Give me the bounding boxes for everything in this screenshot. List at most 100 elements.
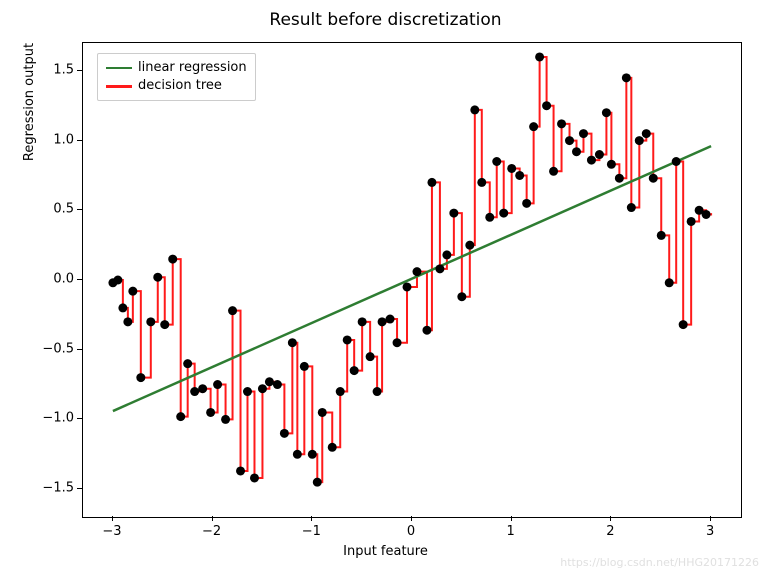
data-point <box>622 73 631 82</box>
y-tick-label: −0.5 <box>40 341 74 356</box>
chart-svg <box>83 43 741 517</box>
y-tick-mark <box>77 209 82 210</box>
data-point <box>280 429 289 438</box>
data-point <box>146 317 155 326</box>
data-point <box>308 450 317 459</box>
data-point <box>542 101 551 110</box>
data-point <box>535 52 544 61</box>
data-point <box>206 408 215 417</box>
x-tick-label: −1 <box>302 524 321 539</box>
data-point <box>477 178 486 187</box>
data-point <box>572 147 581 156</box>
data-point <box>393 338 402 347</box>
data-point <box>485 213 494 222</box>
data-point <box>470 105 479 114</box>
legend-swatch <box>106 67 132 70</box>
x-tick-label: −3 <box>102 524 121 539</box>
plot-area: linear regressiondecision tree <box>82 42 742 518</box>
data-point <box>579 129 588 138</box>
data-point <box>435 264 444 273</box>
data-point <box>587 156 596 165</box>
data-point <box>607 160 616 169</box>
data-point <box>293 450 302 459</box>
y-tick-label: 0.0 <box>40 272 74 287</box>
data-point <box>635 136 644 145</box>
x-tick-label: 3 <box>706 524 714 539</box>
data-point <box>350 366 359 375</box>
data-point <box>492 157 501 166</box>
data-point <box>615 174 624 183</box>
x-tick-mark <box>411 516 412 521</box>
linear-regression-line <box>113 146 711 411</box>
data-point <box>665 278 674 287</box>
data-point <box>213 380 222 389</box>
data-point <box>123 317 132 326</box>
y-axis-label: Regression output <box>22 0 37 339</box>
data-point <box>427 178 436 187</box>
data-point <box>313 478 322 487</box>
data-point <box>273 380 282 389</box>
y-tick-mark <box>77 349 82 350</box>
decision-tree-line <box>113 57 711 482</box>
data-point <box>300 362 309 371</box>
y-tick-label: 1.0 <box>40 132 74 147</box>
data-point <box>403 282 412 291</box>
data-point <box>318 408 327 417</box>
x-tick-mark <box>112 516 113 521</box>
y-tick-mark <box>77 418 82 419</box>
data-point <box>228 306 237 315</box>
data-point <box>386 315 395 324</box>
x-tick-mark <box>311 516 312 521</box>
data-point <box>236 466 245 475</box>
data-point <box>522 199 531 208</box>
data-point <box>449 209 458 218</box>
data-point <box>627 203 636 212</box>
data-point <box>118 303 127 312</box>
data-point <box>250 473 259 482</box>
data-point <box>183 359 192 368</box>
data-point <box>457 292 466 301</box>
legend: linear regressiondecision tree <box>97 53 256 101</box>
data-point <box>366 352 375 361</box>
data-point <box>465 241 474 250</box>
y-tick-mark <box>77 488 82 489</box>
data-point <box>412 267 421 276</box>
y-tick-mark <box>77 140 82 141</box>
data-point <box>198 384 207 393</box>
data-point <box>243 387 252 396</box>
legend-label: decision tree <box>138 77 222 95</box>
data-point <box>687 217 696 226</box>
data-point <box>642 129 651 138</box>
data-point <box>336 387 345 396</box>
x-tick-mark <box>212 516 213 521</box>
data-point <box>557 119 566 128</box>
y-tick-mark <box>77 279 82 280</box>
data-point <box>265 377 274 386</box>
x-tick-mark <box>511 516 512 521</box>
legend-item: linear regression <box>106 59 247 77</box>
data-point <box>153 273 162 282</box>
data-point <box>507 164 516 173</box>
y-tick-label: −1.5 <box>40 481 74 496</box>
data-point <box>373 387 382 396</box>
data-point <box>328 443 337 452</box>
data-point <box>422 326 431 335</box>
data-point <box>602 108 611 117</box>
x-tick-label: 1 <box>507 524 515 539</box>
data-point <box>515 171 524 180</box>
data-point <box>595 150 604 159</box>
data-point <box>702 210 711 219</box>
data-point <box>176 412 185 421</box>
data-point <box>657 231 666 240</box>
legend-item: decision tree <box>106 77 247 95</box>
data-point <box>378 317 387 326</box>
figure: Result before discretization linear regr… <box>0 0 771 577</box>
data-point <box>288 338 297 347</box>
x-tick-label: −2 <box>202 524 221 539</box>
legend-label: linear regression <box>138 59 247 77</box>
data-point <box>565 136 574 145</box>
x-tick-mark <box>710 516 711 521</box>
data-point <box>136 373 145 382</box>
data-point <box>549 167 558 176</box>
x-tick-mark <box>610 516 611 521</box>
